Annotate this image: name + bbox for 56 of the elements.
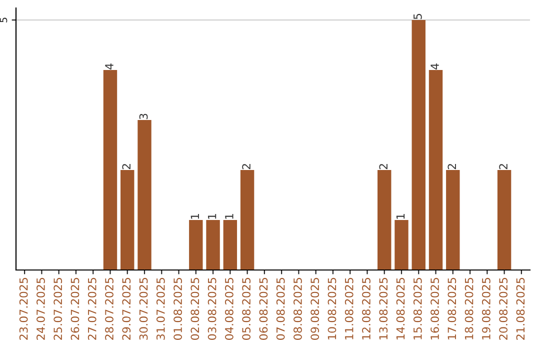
data-label: 1 — [225, 214, 234, 219]
x-tick-label: 16.08.2025 — [430, 278, 439, 340]
data-label: 5 — [414, 14, 422, 20]
x-tick-label: 27.07.2025 — [88, 278, 96, 340]
data-label: 2 — [448, 164, 456, 170]
x-tick-label: 13.08.2025 — [379, 278, 388, 340]
x-tick-label: 05.08.2025 — [242, 278, 251, 340]
data-label: 1 — [396, 214, 405, 219]
data-label: 4 — [105, 64, 114, 70]
x-tick-label: 07.08.2025 — [276, 278, 285, 340]
x-tick-label: 30.07.2025 — [139, 278, 148, 340]
bar — [497, 170, 512, 270]
data-label: 2 — [379, 164, 388, 170]
x-tick-label: 31.07.2025 — [156, 278, 165, 340]
x-tick-label: 02.08.2025 — [190, 278, 200, 340]
bar — [103, 70, 118, 270]
bar — [428, 70, 443, 270]
data-label: 2 — [499, 164, 508, 170]
x-tick-label: 10.08.2025 — [328, 278, 336, 340]
data-label: 3 — [139, 114, 148, 120]
data-label: 1 — [208, 214, 216, 219]
x-tick-label: 19.08.2025 — [482, 278, 490, 340]
x-tick-label: 08.08.2025 — [294, 278, 302, 340]
x-tick-label: 12.08.2025 — [362, 278, 370, 340]
x-tick-label: 26.07.2025 — [70, 278, 80, 340]
x-tick-label: 23.07.2025 — [19, 278, 28, 340]
x-tick-label: 25.07.2025 — [54, 278, 62, 340]
x-tick-label: 24.07.2025 — [36, 278, 45, 340]
bar — [206, 220, 220, 270]
bar — [223, 220, 238, 270]
bar — [446, 170, 460, 270]
x-tick-label: 06.08.2025 — [259, 278, 268, 340]
bar — [412, 20, 426, 270]
bar — [394, 220, 408, 270]
data-label: 2 — [122, 164, 130, 170]
x-tick-label: 09.08.2025 — [310, 278, 320, 340]
x-tick-label: 18.08.2025 — [464, 278, 474, 340]
data-label: 2 — [242, 164, 250, 170]
bar — [189, 220, 203, 270]
x-tick-label: 01.08.2025 — [174, 278, 182, 340]
bar — [378, 170, 392, 270]
x-tick-label: 04.08.2025 — [224, 278, 234, 340]
x-tick-label: 11.08.2025 — [344, 278, 354, 340]
x-tick-label: 14.08.2025 — [396, 278, 405, 340]
bar — [240, 170, 254, 270]
data-label: 1 — [190, 214, 199, 219]
bar — [120, 170, 134, 270]
x-tick-label: 29.07.2025 — [122, 278, 131, 340]
x-tick-label: 28.07.2025 — [105, 278, 114, 340]
x-tick-label: 03.08.2025 — [208, 278, 216, 340]
x-tick-label: 20.08.2025 — [499, 278, 508, 340]
x-tick-label: 15.08.2025 — [413, 278, 422, 340]
bar — [138, 120, 152, 270]
x-tick-label: 21.08.2025 — [516, 278, 525, 340]
data-label: 4 — [430, 64, 439, 70]
x-tick-label: 17.08.2025 — [448, 278, 456, 340]
